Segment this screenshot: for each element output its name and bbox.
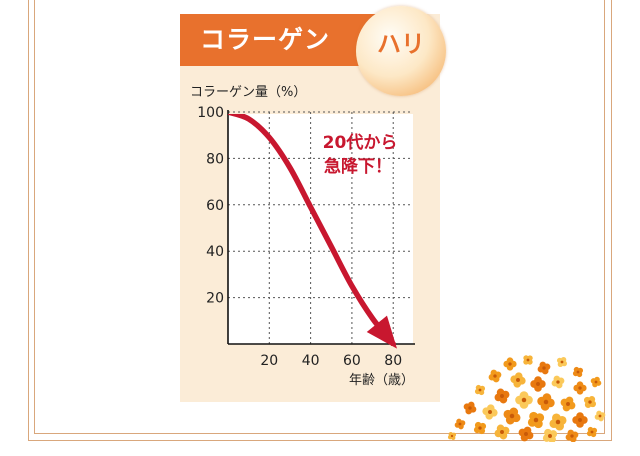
annotation-line-2: 急降下！ bbox=[324, 156, 392, 177]
frame-line-left-outer bbox=[28, 0, 29, 440]
x-tick-labels: 20 40 60 80 bbox=[260, 353, 402, 369]
x-tick-label-80: 80 bbox=[384, 353, 402, 369]
y-tick-label-100: 100 bbox=[197, 105, 224, 121]
y-tick-label-20: 20 bbox=[206, 291, 224, 307]
x-tick-label-60: 60 bbox=[343, 353, 361, 369]
badge-label: ハリ bbox=[377, 30, 425, 58]
badge-circle bbox=[356, 6, 446, 96]
grid-lines bbox=[228, 111, 413, 344]
frame-line-right-inner bbox=[604, 0, 605, 433]
x-tick-label-40: 40 bbox=[302, 353, 320, 369]
y-axis-title: コラーゲン量（%） bbox=[190, 85, 306, 100]
header-title: コラーゲン bbox=[200, 25, 331, 54]
annotation-line-1: 20代から bbox=[323, 132, 398, 153]
y-tick-labels: 100 80 60 40 20 bbox=[197, 105, 224, 307]
collagen-line-chart: 100 80 60 40 20 20 40 60 80 コラーゲン量（%） 年齢（歳） 20代… bbox=[190, 85, 415, 388]
x-axis-title: 年齢（歳） bbox=[349, 373, 414, 388]
curve-arrowhead bbox=[366, 315, 397, 349]
y-tick-label-80: 80 bbox=[206, 151, 224, 167]
frame-line-right-outer bbox=[611, 0, 612, 440]
frame-line-bottom-inner bbox=[34, 433, 605, 434]
frame-line-bottom-outer bbox=[28, 440, 612, 441]
x-tick-label-20: 20 bbox=[260, 353, 278, 369]
frame-line-left-inner bbox=[34, 0, 35, 433]
y-tick-label-60: 60 bbox=[206, 198, 224, 214]
y-tick-label-40: 40 bbox=[206, 244, 224, 260]
osmanthus-flowers-icon bbox=[447, 355, 606, 442]
series-line-collagen bbox=[228, 114, 396, 346]
